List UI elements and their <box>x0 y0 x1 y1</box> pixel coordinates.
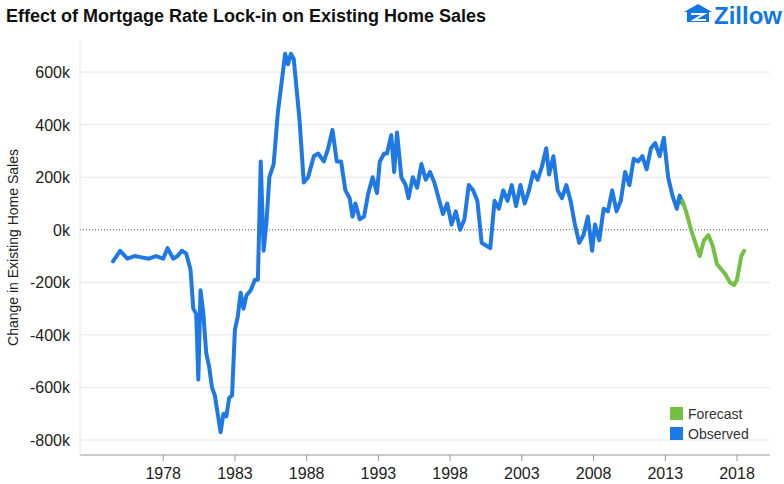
x-tick <box>737 455 738 461</box>
y-tick-label: 200k <box>35 169 71 186</box>
x-tick <box>665 455 666 461</box>
y-tick-label: -400k <box>30 327 71 344</box>
y-tick-label: 400k <box>35 117 71 134</box>
x-tick <box>450 455 451 461</box>
chart: Effect of Mortgage Rate Lock-in on Exist… <box>0 0 784 484</box>
logo-icon <box>684 4 712 22</box>
x-tick-label: 1978 <box>145 465 181 482</box>
grid-line <box>80 282 770 283</box>
x-tick <box>163 455 164 461</box>
title: Effect of Mortgage Rate Lock-in on Exist… <box>6 6 486 26</box>
x-axis-line <box>80 455 770 456</box>
y-axis-label: Change in Existing Home Sales <box>5 149 21 346</box>
legend: Forecast Observed <box>670 406 749 442</box>
grid-line <box>80 387 770 388</box>
y-tick-label: 600k <box>35 64 71 81</box>
x-tick-label: 1993 <box>361 465 397 482</box>
x-tick-label: 2013 <box>647 465 683 482</box>
logo-icon-z <box>691 14 706 20</box>
logo: Zillow <box>684 2 782 29</box>
legend-swatch <box>670 407 683 420</box>
x-tick-label: 1983 <box>217 465 253 482</box>
legend-label: Observed <box>688 426 749 442</box>
x-tick-label: 2018 <box>719 465 755 482</box>
grid-line <box>80 440 770 441</box>
y-tick-label: -800k <box>30 432 71 449</box>
series-line <box>682 201 744 285</box>
y-tick-label: -200k <box>30 274 71 291</box>
series-line <box>113 54 683 432</box>
x-tick <box>521 455 522 461</box>
x-tick-label: 1988 <box>289 465 325 482</box>
grid-line <box>80 72 770 73</box>
x-tick <box>234 455 235 461</box>
y-axis-line <box>80 40 81 455</box>
logo-text: Zillow <box>714 2 782 29</box>
legend-swatch <box>670 427 683 440</box>
x-tick <box>593 455 594 461</box>
x-tick-label: 2008 <box>576 465 612 482</box>
x-tick-label: 1998 <box>432 465 468 482</box>
grid-line <box>80 334 770 335</box>
y-tick-label: 0k <box>53 222 71 239</box>
y-tick-label: -600k <box>30 379 71 396</box>
grid-line <box>80 229 770 230</box>
x-tick <box>306 455 307 461</box>
x-tick-label: 2003 <box>504 465 540 482</box>
x-tick <box>378 455 379 461</box>
legend-label: Forecast <box>688 406 743 422</box>
lines <box>113 54 744 432</box>
grid <box>80 72 770 440</box>
grid-line <box>80 124 770 125</box>
